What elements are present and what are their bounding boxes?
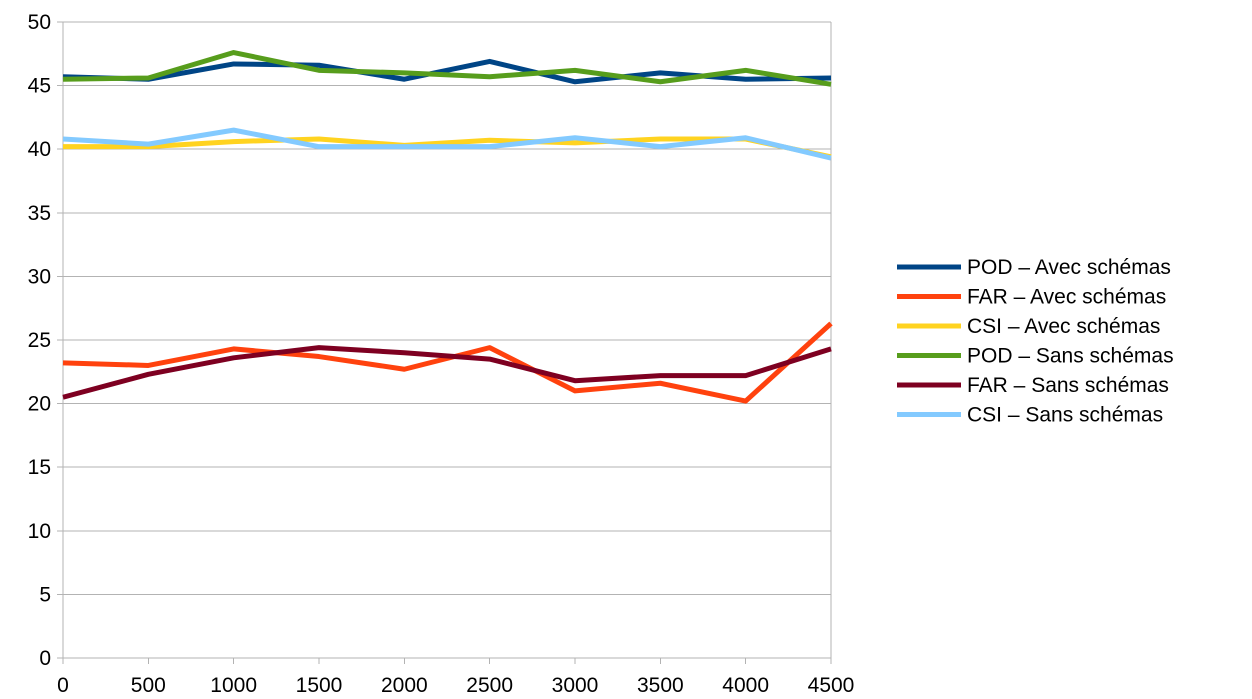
legend-item: CSI – Sans schémas [897,404,1163,427]
y-tick-label: 35 [28,202,51,225]
series-line-2 [62,321,833,404]
y-tick-label: 30 [28,265,51,288]
legend-label: FAR – Sans schémas [967,374,1169,397]
grid-layer [63,21,831,659]
legend-item: POD – Sans schémas [897,345,1174,368]
x-tick-label: 3500 [637,674,684,697]
legend-label: POD – Sans schémas [967,345,1174,368]
series-line-6 [62,127,832,161]
legend-label: CSI – Avec schémas [967,315,1160,338]
y-tick-label: 0 [39,647,51,670]
series-line-3 [63,136,832,160]
x-tick-label: 4000 [722,674,769,697]
legend-item: FAR – Avec schémas [897,286,1166,309]
x-tick-label: 2500 [466,674,513,697]
y-tick-label: 45 [28,75,51,98]
x-tick-label: 2000 [381,674,428,697]
legend: POD – Avec schémas FAR – Avec schémas CSI … [897,256,1174,427]
y-tick-label: 15 [28,456,51,479]
legend-item: FAR – Sans schémas [897,374,1169,397]
y-tick-label: 25 [28,329,51,352]
x-tick-label: 500 [131,674,166,697]
y-tick-label: 40 [28,138,51,161]
y-tick-label: 10 [28,520,51,543]
series-layer [62,50,833,404]
legend-label: POD – Avec schémas [967,256,1171,279]
legend-label: FAR – Avec schémas [967,286,1166,309]
x-tick-label: 0 [57,674,69,697]
x-tick-label: 3000 [552,674,599,697]
x-tick-label: 4500 [808,674,855,697]
y-tick-label: 20 [28,393,51,416]
legend-item: POD – Avec schémas [897,256,1171,279]
series-line-4 [62,50,832,87]
legend-label: CSI – Sans schémas [967,404,1163,427]
x-tick-label: 1000 [210,674,257,697]
y-tick-label: 50 [28,11,51,34]
legend-item: CSI – Avec schémas [897,315,1160,338]
x-tick-label: 1500 [296,674,343,697]
series-line-5 [62,345,832,400]
y-tick-label: 5 [39,583,51,606]
